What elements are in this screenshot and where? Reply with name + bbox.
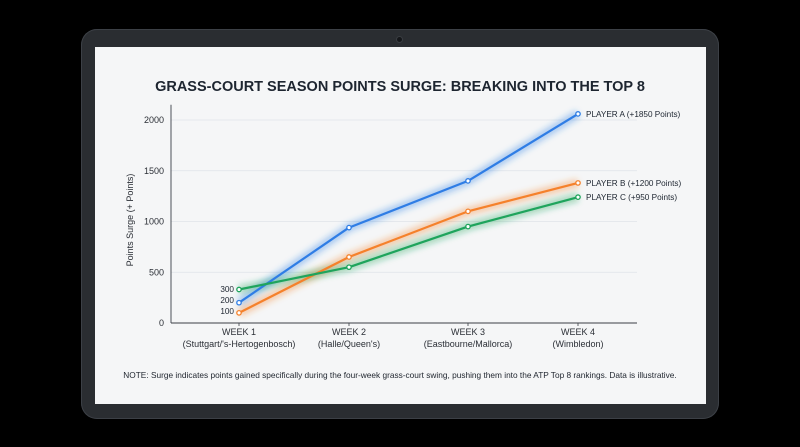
series-end-label: PLAYER C (+950 Points)	[586, 193, 677, 202]
data-point-c	[465, 223, 471, 230]
data-point-c	[346, 264, 352, 271]
series-line-b	[237, 181, 580, 314]
x-tick-sublabel: (Wimbledon)	[552, 339, 603, 349]
x-tick-label: WEEK 3	[451, 327, 485, 337]
data-point-a	[465, 178, 471, 184]
y-tick-label: 2000	[144, 115, 164, 125]
start-value-label: 300	[220, 285, 234, 294]
y-axis-label: Points Surge (+ Points)	[125, 174, 135, 267]
series-line-a	[237, 112, 580, 304]
data-point-b	[575, 180, 581, 186]
y-tick-label: 1500	[144, 166, 164, 176]
y-tick-label: 1000	[144, 217, 164, 227]
series-end-label: PLAYER B (+1200 Points)	[586, 179, 681, 188]
x-tick-sublabel: (Eastbourne/Mallorca)	[424, 339, 513, 349]
data-point-a	[575, 111, 581, 117]
chart-screen	[95, 47, 706, 404]
x-tick-label: WEEK 2	[332, 327, 366, 337]
chart-title: GRASS-COURT SEASON POINTS SURGE: BREAKIN…	[155, 79, 645, 95]
series-end-label: PLAYER A (+1850 Points)	[586, 110, 681, 119]
start-value-label: 200	[220, 296, 234, 305]
camera-icon	[397, 37, 402, 42]
data-point-a	[236, 299, 242, 306]
data-point-b	[465, 208, 471, 215]
x-tick-sublabel: (Halle/Queen's)	[318, 339, 380, 349]
y-tick-label: 500	[149, 267, 164, 277]
data-point-b	[346, 254, 352, 260]
data-point-c	[575, 194, 581, 200]
x-tick-label: WEEK 1	[222, 327, 256, 337]
series-line-c	[237, 196, 580, 291]
data-point-c	[236, 286, 242, 293]
y-tick-label: 0	[159, 318, 164, 328]
data-point-a	[346, 224, 352, 231]
data-point-b	[236, 309, 242, 316]
chart-note: NOTE: Surge indicates points gained spec…	[123, 370, 676, 380]
x-tick-label: WEEK 4	[561, 327, 595, 337]
x-tick-sublabel: (Stuttgart/'s-Hertogenbosch)	[183, 339, 296, 349]
start-value-label: 100	[220, 307, 234, 316]
